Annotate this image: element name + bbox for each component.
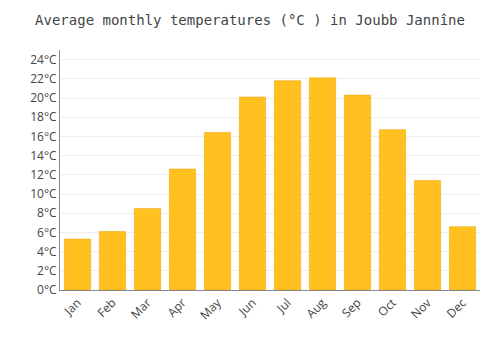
svg-text:Jul: Jul (272, 294, 294, 316)
svg-text:24°C: 24°C (30, 51, 57, 68)
svg-text:Average monthly temperatures (: Average monthly temperatures (°C ) in Jo… (35, 12, 465, 28)
svg-text:8°C: 8°C (37, 204, 57, 221)
svg-text:May: May (196, 294, 225, 323)
svg-text:Aug: Aug (302, 294, 330, 322)
svg-text:22°C: 22°C (30, 70, 57, 87)
svg-text:20°C: 20°C (30, 89, 57, 106)
svg-text:Feb: Feb (93, 294, 119, 320)
svg-text:Dec: Dec (443, 294, 470, 321)
svg-text:2°C: 2°C (37, 262, 57, 279)
svg-text:Jan: Jan (60, 294, 85, 319)
svg-text:4°C: 4°C (37, 243, 57, 260)
svg-text:Sep: Sep (338, 294, 365, 321)
svg-text:16°C: 16°C (30, 128, 57, 145)
svg-text:Apr: Apr (164, 294, 190, 320)
svg-text:Nov: Nov (407, 294, 435, 322)
svg-text:12°C: 12°C (30, 166, 57, 183)
svg-text:Oct: Oct (374, 294, 400, 320)
svg-text:0°C: 0°C (37, 281, 57, 298)
svg-text:14°C: 14°C (30, 147, 57, 164)
svg-text:Mar: Mar (127, 294, 155, 322)
svg-text:18°C: 18°C (30, 108, 57, 125)
svg-text:6°C: 6°C (37, 224, 57, 241)
svg-text:Jun: Jun (234, 294, 259, 319)
svg-text:10°C: 10°C (30, 185, 57, 202)
